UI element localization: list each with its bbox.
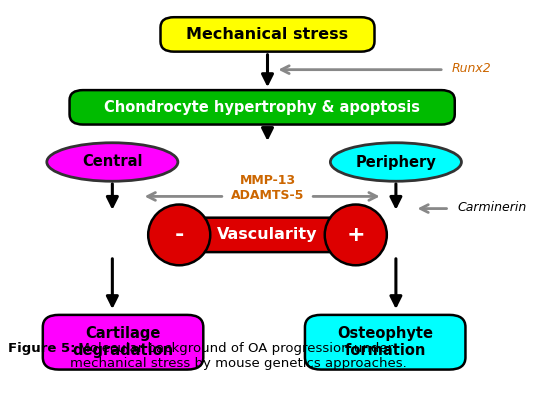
Text: Vascularity: Vascularity	[217, 227, 318, 243]
Ellipse shape	[325, 205, 387, 265]
Text: -: -	[174, 225, 184, 245]
FancyBboxPatch shape	[70, 90, 455, 125]
FancyBboxPatch shape	[160, 17, 374, 51]
Text: Chondrocyte hypertrophy & apoptosis: Chondrocyte hypertrophy & apoptosis	[104, 100, 420, 115]
Text: +: +	[347, 225, 365, 245]
Text: Runx2: Runx2	[452, 62, 492, 75]
Ellipse shape	[47, 143, 178, 181]
Text: Carminerin: Carminerin	[457, 201, 526, 214]
FancyBboxPatch shape	[187, 218, 348, 252]
FancyBboxPatch shape	[305, 315, 465, 369]
Text: Mechanical stress: Mechanical stress	[186, 27, 349, 42]
Text: Central: Central	[82, 154, 143, 170]
Text: MMP-13
ADAMTS-5: MMP-13 ADAMTS-5	[231, 174, 304, 202]
Text: Osteophyte
formation: Osteophyte formation	[337, 326, 433, 358]
FancyBboxPatch shape	[43, 315, 203, 369]
Text: Periphery: Periphery	[356, 154, 436, 170]
Text: Molecular background of OA progression under
mechanical stress by mouse genetics: Molecular background of OA progression u…	[70, 342, 406, 370]
Ellipse shape	[330, 143, 461, 181]
Ellipse shape	[148, 205, 210, 265]
Text: Figure 5:: Figure 5:	[8, 342, 75, 355]
Text: Cartilage
degradation: Cartilage degradation	[72, 326, 174, 358]
